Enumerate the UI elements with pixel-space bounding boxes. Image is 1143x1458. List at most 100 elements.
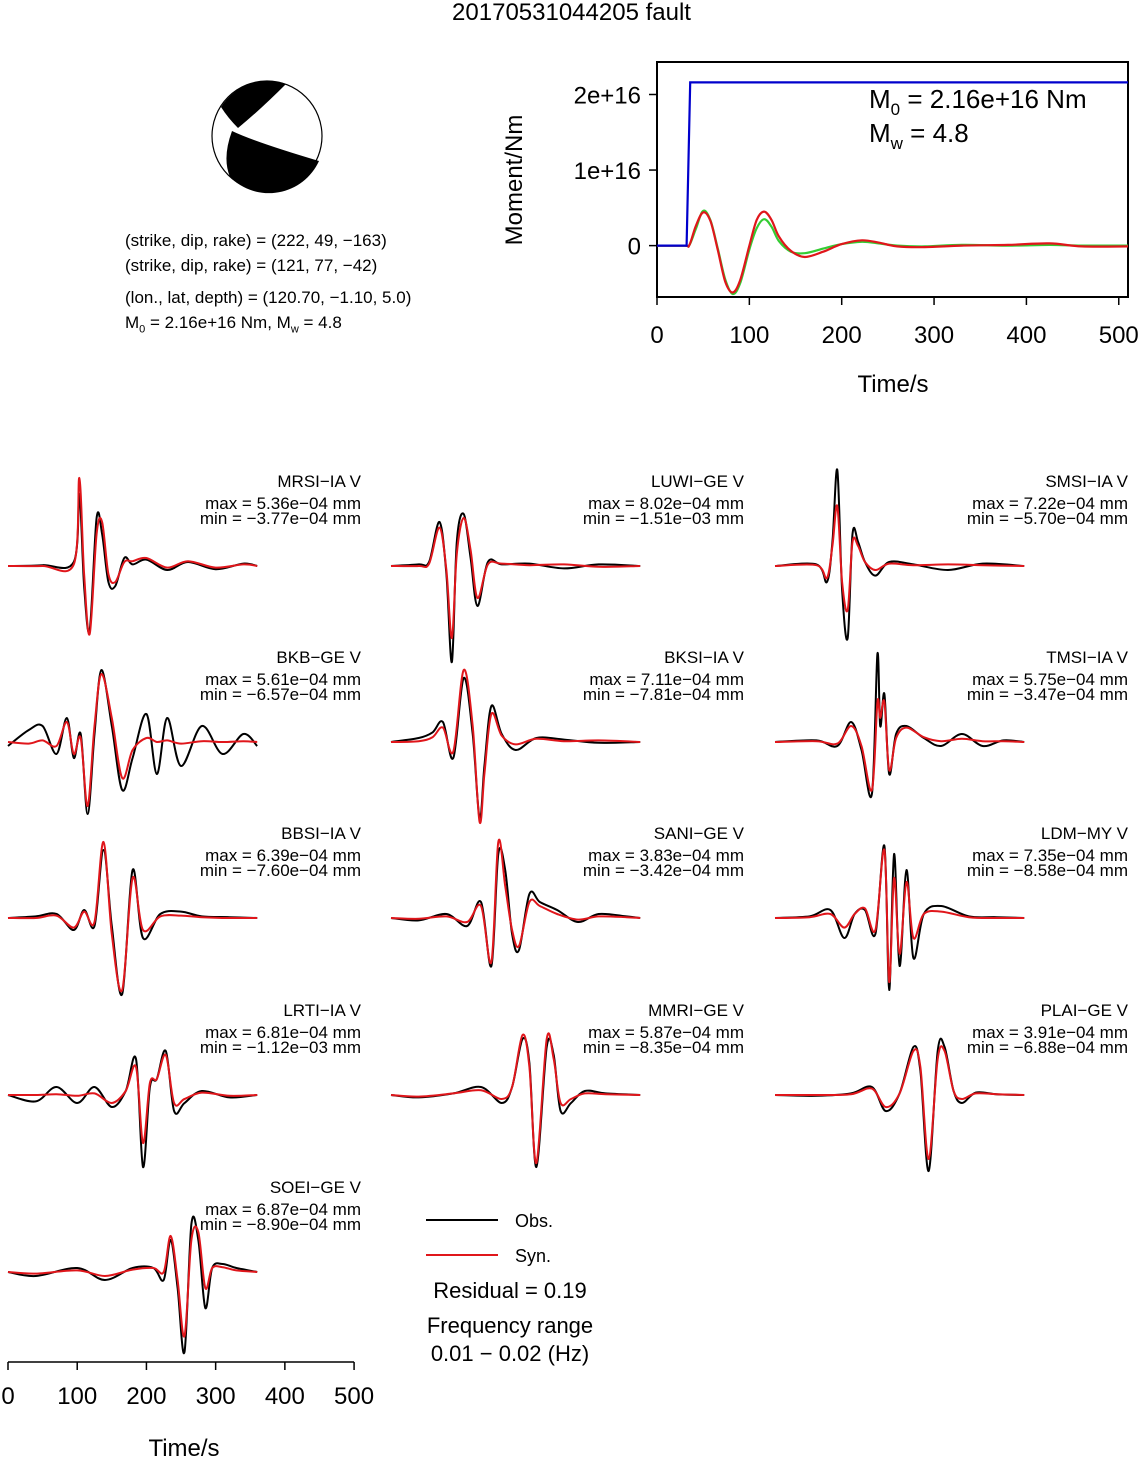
time-axis-tick-label: 500 — [334, 1383, 374, 1410]
synthetic-trace — [774, 504, 1025, 613]
station-max: max = 6.81e−04 mm — [205, 1023, 361, 1042]
moment-m-letter: M — [125, 313, 140, 332]
time-axis-tick-label: 400 — [265, 1383, 305, 1410]
moment-m0-value: = 2.16e+16 Nm, M — [145, 313, 291, 332]
observed-trace — [774, 652, 1025, 799]
station-label: BKSI−IA V — [664, 648, 745, 667]
observed-trace — [7, 1049, 258, 1169]
residual-text: Residual = 0.19 — [433, 1278, 587, 1303]
station-max: max = 3.83e−04 mm — [588, 846, 744, 865]
synthetic-trace — [7, 840, 258, 993]
station-max: max = 6.39e−04 mm — [205, 846, 361, 865]
station-max: max = 5.61e−04 mm — [205, 670, 361, 689]
station-min: min = −5.70e−04 mm — [967, 509, 1128, 528]
frequency-range-title: Frequency range — [426, 1313, 594, 1338]
station-min: min = −1.51e−03 mm — [583, 509, 744, 528]
beachball-compressional-lower — [226, 131, 319, 194]
station-label: MRSI−IA V — [277, 472, 361, 491]
moment-x-axis-label: Time/s — [857, 371, 928, 398]
station-min: min = −6.88e−04 mm — [967, 1038, 1128, 1057]
beachball-compressional-upper — [221, 80, 286, 128]
hypocenter-location: (lon., lat, depth) = (120.70, −1.10, 5.0… — [125, 288, 412, 307]
moment-x-tick-label: 200 — [822, 322, 862, 349]
legend-obs-label: Obs. — [515, 1211, 554, 1231]
station-min: min = −3.77e−04 mm — [200, 509, 361, 528]
moment-y-tick-label: 2e+16 — [574, 82, 641, 109]
synthetic-trace — [7, 672, 258, 808]
moment-y-tick-label: 1e+16 — [574, 158, 641, 185]
station-min: min = −8.35e−04 mm — [583, 1038, 744, 1057]
moment-series-line — [656, 210, 1129, 294]
moment-summary: M0 = 2.16e+16 Nm, Mw = 4.8 — [125, 313, 342, 339]
time-axis-tick-label: 200 — [126, 1383, 166, 1410]
moment-y-axis-label: Moment/Nm — [501, 115, 528, 246]
nodal-plane-2: (strike, dip, rake) = (121, 77, −42) — [125, 256, 378, 275]
station-label: LUWI−GE V — [651, 472, 745, 491]
station-label: LDM−MY V — [1041, 824, 1129, 843]
station-min: min = −3.47e−04 mm — [967, 685, 1128, 704]
time-axis-tick-label: 0 — [1, 1383, 14, 1410]
station-label: BKB−GE V — [276, 648, 361, 667]
moment-x-tick-label: 500 — [1099, 322, 1139, 349]
observed-trace — [390, 512, 641, 664]
station-max: max = 6.87e−04 mm — [205, 1200, 361, 1219]
station-max: max = 3.91e−04 mm — [972, 1023, 1128, 1042]
synthetic-trace — [7, 1225, 258, 1338]
frequency-range-value: 0.01 − 0.02 (Hz) — [430, 1341, 590, 1366]
station-max: max = 7.11e−04 mm — [589, 670, 744, 689]
station-max: max = 7.35e−04 mm — [972, 846, 1128, 865]
station-min: min = −6.57e−04 mm — [200, 685, 361, 704]
synthetic-trace — [7, 1053, 258, 1145]
synthetic-trace — [7, 476, 258, 636]
station-label: SANI−GE V — [654, 824, 745, 843]
moment-x-tick-label: 400 — [1006, 322, 1046, 349]
station-label: BBSI−IA V — [281, 824, 362, 843]
legend-syn-label: Syn. — [515, 1246, 552, 1266]
observed-trace — [7, 1215, 258, 1355]
station-label: SMSI−IA V — [1045, 472, 1128, 491]
synthetic-trace — [774, 698, 1025, 792]
time-axis-tick-label: 100 — [57, 1383, 97, 1410]
station-min: min = −1.12e−03 mm — [200, 1038, 361, 1057]
moment-series-line — [657, 81, 1128, 247]
moment-mw-annotation: Mw = 4.8 — [869, 118, 969, 153]
station-max: max = 5.75e−04 mm — [972, 670, 1128, 689]
moment-mw-value: = 4.8 — [298, 313, 342, 332]
moment-m0-sub: 0 — [139, 323, 146, 336]
moment-x-tick-label: 100 — [729, 322, 769, 349]
page-title: 20170531044205 fault — [452, 0, 691, 26]
station-max: max = 8.02e−04 mm — [588, 494, 744, 513]
time-axis-label: Time/s — [148, 1435, 219, 1458]
synthetic-trace — [390, 838, 641, 965]
station-label: PLAI−GE V — [1041, 1001, 1129, 1020]
moment-m0-annotation: M0 = 2.16e+16 Nm — [869, 84, 1087, 119]
station-label: SOEI−GE V — [270, 1178, 362, 1197]
station-min: min = −7.81e−04 mm — [583, 685, 744, 704]
station-max: max = 5.87e−04 mm — [588, 1023, 744, 1042]
synthetic-trace — [774, 1045, 1025, 1161]
moment-mw-sub: w — [290, 323, 299, 336]
synthetic-trace — [390, 1032, 641, 1165]
observed-trace — [774, 1037, 1025, 1173]
observed-trace — [7, 668, 258, 816]
station-min: min = −8.90e−04 mm — [200, 1215, 361, 1234]
station-min: min = −8.58e−04 mm — [967, 861, 1128, 880]
nodal-plane-1: (strike, dip, rake) = (222, 49, −163) — [125, 231, 387, 250]
station-min: min = −7.60e−04 mm — [200, 861, 361, 880]
station-label: MMRI−GE V — [648, 1001, 745, 1020]
synthetic-trace — [390, 668, 641, 825]
station-label: LRTI−IA V — [283, 1001, 361, 1020]
moment-y-tick-label: 0 — [628, 234, 641, 261]
station-max: max = 5.36e−04 mm — [205, 494, 361, 513]
time-axis-tick-label: 300 — [196, 1383, 236, 1410]
moment-x-tick-label: 300 — [914, 322, 954, 349]
observed-trace — [390, 1037, 641, 1169]
synthetic-trace — [390, 516, 641, 640]
moment-x-tick-label: 0 — [650, 322, 663, 349]
station-max: max = 7.22e−04 mm — [972, 494, 1128, 513]
station-label: TMSI−IA V — [1046, 648, 1128, 667]
station-min: min = −3.42e−04 mm — [583, 861, 744, 880]
